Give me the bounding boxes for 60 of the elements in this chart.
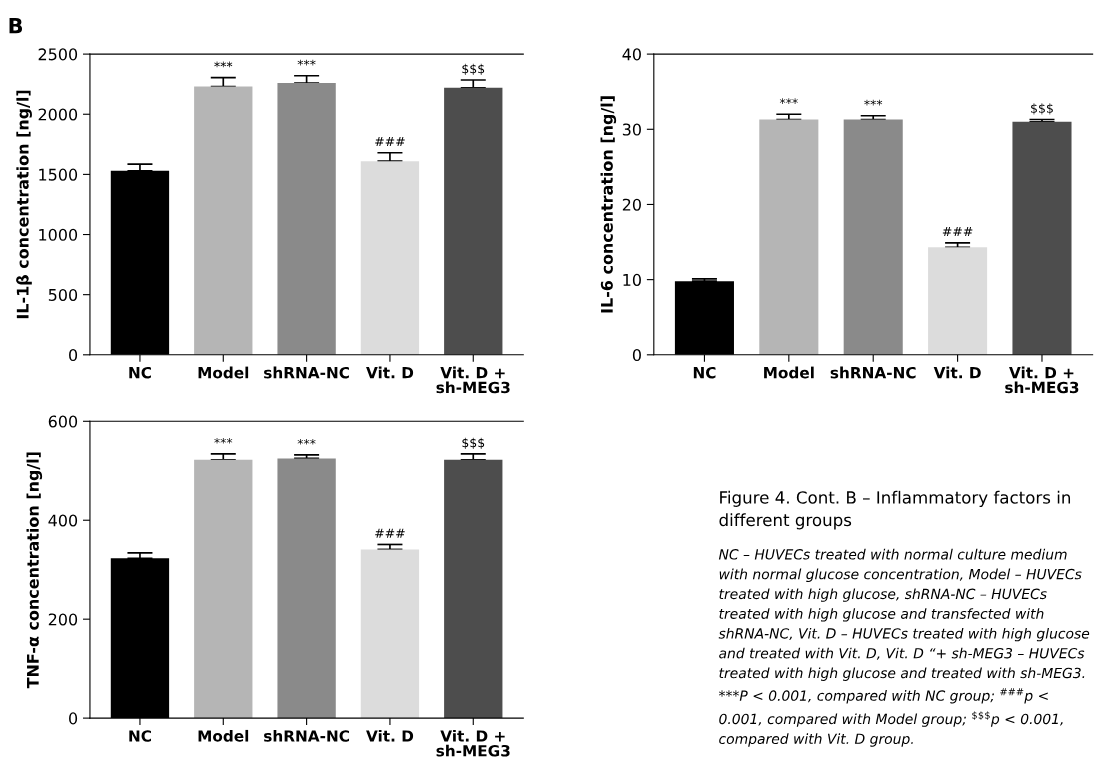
- bar: [360, 549, 420, 719]
- annotation: ###: [375, 528, 405, 538]
- y-tick-label: 30: [622, 123, 641, 136]
- x-tick-label: shRNA-NC: [264, 729, 349, 742]
- annotation: $$$: [462, 63, 485, 76]
- annotation: ***: [214, 437, 233, 444]
- x-tick-label: Vit. D: [366, 366, 414, 379]
- text: B: [9, 18, 23, 34]
- text: NC – HUVECs treated with normal culture medium with normal glucose concentration, Model – HUVECs treated with high glucose, shRNA-NC – HUVECs treated with high glucose and transfected with shRNA-NC, Vit. D – HUVECs treated with high glucose and treated with Vit. D, Vit. D “+ sh-MEG3 – HUVECs treated with high glucose and treated with sh-MEG3. ***P < 0.001, compared with NC group; $^{###}$p < 0.001, compared with Model group; $^{$$$}$p < 0.001, compared with Vit. D group.: [718, 548, 1090, 747]
- x-tick-label: Vit. D: [933, 366, 981, 379]
- x-tick-label: shRNA-NC: [830, 366, 916, 379]
- x-tick-label: NC: [129, 366, 151, 379]
- y-tick-label: 40: [622, 48, 641, 61]
- annotation: ***: [779, 98, 798, 104]
- x-tick-label: Vit. D: [366, 729, 414, 742]
- y-tick-label: 400: [48, 514, 78, 527]
- bar: [194, 459, 253, 719]
- annotation: ***: [864, 99, 883, 106]
- bar: [277, 82, 336, 355]
- x-tick-label: Vit. D + sh-MEG3: [436, 729, 510, 757]
- y-tick-label: 200: [48, 613, 78, 626]
- x-tick-label: Vit. D + sh-MEG3: [1005, 366, 1079, 394]
- annotation: ###: [942, 227, 973, 237]
- bar: [444, 459, 503, 719]
- bar: [444, 87, 503, 355]
- y-tick-label: 600: [48, 415, 78, 428]
- y-tick-label: 10: [623, 273, 641, 286]
- bar: [928, 247, 988, 355]
- y-tick-label: 1500: [39, 168, 78, 181]
- y-axis-title: TNF-α concentration [ng/l]: [26, 452, 43, 689]
- y-tick-label: 2000: [38, 108, 78, 121]
- annotation: ###: [375, 137, 405, 146]
- y-tick-label: 0: [69, 712, 78, 725]
- y-tick-label: 0: [632, 349, 641, 362]
- x-tick-label: Vit. D + sh-MEG3: [436, 366, 510, 394]
- bar: [194, 86, 253, 355]
- x-tick-label: Model: [198, 729, 249, 742]
- y-tick-label: 1000: [39, 228, 78, 241]
- x-tick-label: NC: [693, 366, 716, 379]
- y-tick-label: 500: [48, 288, 78, 301]
- x-tick-label: Model: [764, 366, 814, 379]
- text: Figure 4. Cont. B – Inflammatory factors in different groups: [719, 490, 1071, 530]
- y-tick-label: 2500: [38, 48, 78, 61]
- x-tick-label: Model: [198, 366, 249, 379]
- annotation: ***: [297, 438, 316, 445]
- annotation: ***: [214, 61, 233, 68]
- y-axis-title: IL-6 concentration [ng/l]: [600, 96, 617, 313]
- annotation: ***: [297, 59, 316, 66]
- bar: [277, 458, 336, 719]
- annotation: $$$: [462, 437, 485, 450]
- annotation: $$$: [1031, 103, 1053, 115]
- y-tick-label: 0: [69, 349, 78, 362]
- bar: [1012, 121, 1072, 355]
- y-tick-label: 20: [622, 198, 641, 211]
- bar: [759, 119, 819, 355]
- x-tick-label: NC: [129, 730, 151, 742]
- bar: [843, 119, 903, 355]
- y-axis-title: IL-1β concentration [ng/l]: [16, 90, 32, 319]
- bar: [360, 161, 420, 355]
- x-tick-label: shRNA-NC: [264, 366, 349, 379]
